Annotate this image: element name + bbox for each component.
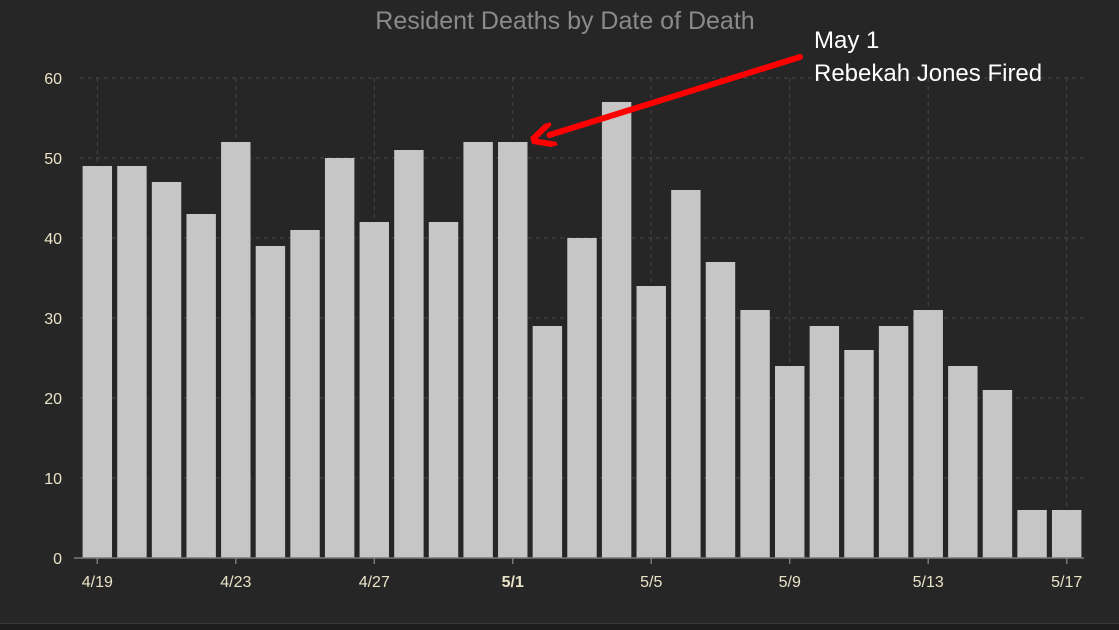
bar-5-6	[671, 190, 701, 558]
x-tick-label: 5/9	[779, 574, 801, 591]
bars-layer	[82, 102, 1082, 558]
x-tick-label: 5/1	[502, 574, 524, 591]
bar-5-1	[498, 142, 528, 558]
bar-4-22	[186, 214, 216, 558]
bar-4-21	[151, 182, 182, 558]
y-tick-label: 30	[44, 311, 62, 328]
bar-5-15	[982, 390, 1013, 558]
bar-4-27	[359, 222, 389, 558]
x-tick-label: 4/27	[359, 574, 390, 591]
bar-5-9	[775, 366, 805, 558]
y-tick-label: 20	[44, 391, 62, 408]
y-tick-label: 40	[44, 231, 62, 248]
y-tick-labels: 0 10 20 30 40 50 60	[44, 71, 62, 568]
bottom-strip	[0, 623, 1119, 630]
bar-5-8	[740, 310, 770, 558]
annotation-arrow	[549, 54, 803, 135]
axis-layer	[74, 557, 1084, 564]
bar-5-5	[636, 286, 666, 558]
bar-5-17	[1051, 510, 1082, 558]
bar-4-29	[428, 222, 459, 558]
x-tick-label: 4/23	[220, 574, 251, 591]
x-tick-labels: 4/19 4/23 4/27 5/1 5/5 5/9 5/13 5/17	[82, 574, 1083, 591]
x-tick-label: 5/17	[1051, 574, 1082, 591]
x-tick-label: 4/19	[82, 574, 113, 591]
bar-4-30	[463, 142, 493, 558]
bar-5-3	[567, 238, 597, 558]
bar-4-20	[117, 166, 147, 558]
bar-4-28	[394, 150, 424, 558]
bar-5-13	[913, 310, 943, 558]
bar-4-25	[290, 230, 320, 558]
bar-5-11	[844, 350, 874, 558]
bar-5-16	[1017, 510, 1047, 558]
bar-4-24	[255, 246, 286, 558]
annotation-text: May 1 Rebekah Jones Fired	[814, 27, 1042, 87]
x-tick-label: 5/13	[913, 574, 944, 591]
annotation-line: May 1	[814, 27, 879, 54]
bar-5-4	[601, 102, 632, 558]
annotation-line: Rebekah Jones Fired	[814, 60, 1042, 87]
y-tick-label: 50	[44, 151, 62, 168]
bar-5-7	[705, 262, 736, 558]
y-tick-label: 0	[53, 551, 62, 568]
bar-5-10	[809, 326, 840, 558]
bar-4-23	[221, 142, 251, 558]
y-tick-label: 10	[44, 471, 62, 488]
bar-5-14	[948, 366, 978, 558]
bar-5-12	[878, 326, 909, 558]
chart-title: Resident Deaths by Date of Death	[375, 7, 754, 35]
x-tick-label: 5/5	[640, 574, 662, 591]
bar-5-2	[532, 326, 563, 558]
bar-4-19	[82, 166, 113, 558]
y-tick-label: 60	[44, 71, 62, 88]
annotation: May 1 Rebekah Jones Fired	[549, 27, 1042, 135]
bar-4-26	[324, 158, 355, 558]
